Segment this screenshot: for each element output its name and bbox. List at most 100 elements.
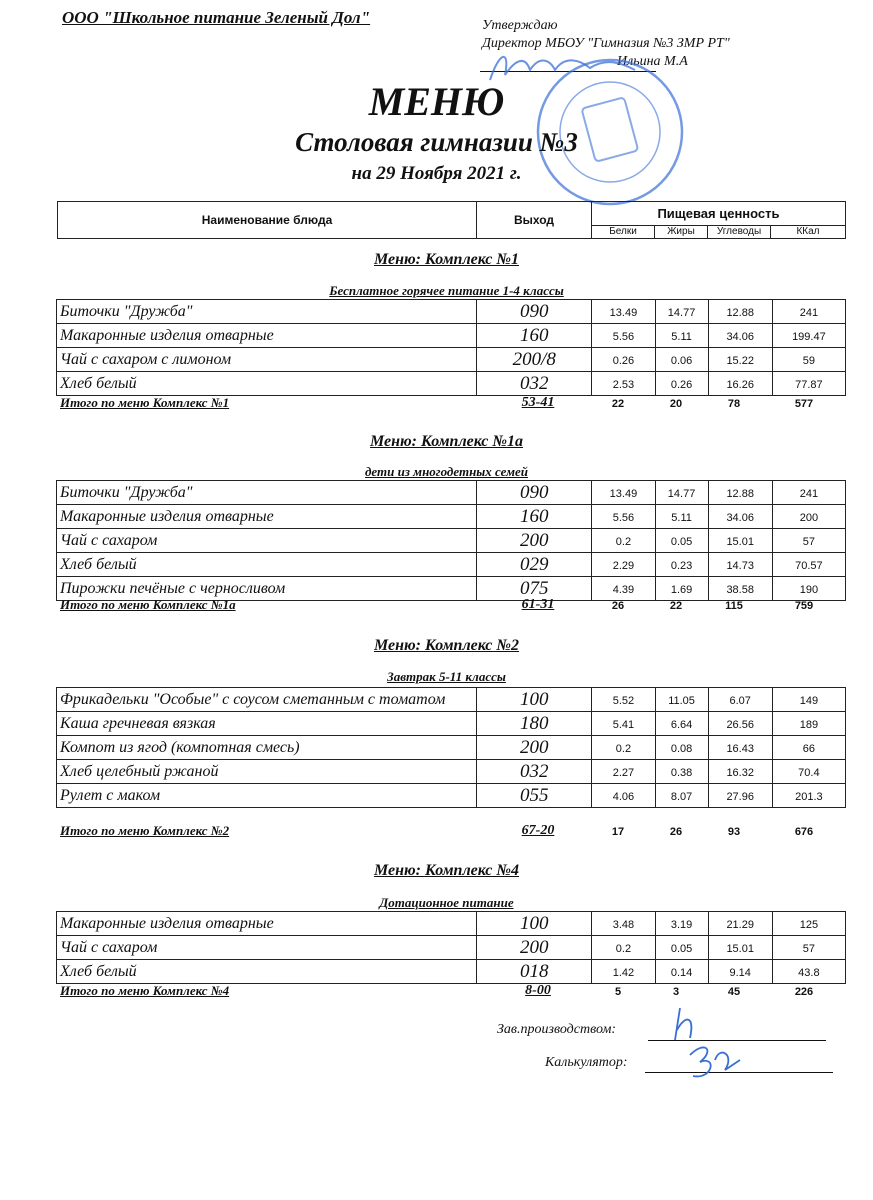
total-label: Итого по меню Комплекс №1 [60, 395, 230, 410]
section-subtitle: Бесплатное горячее питание 1-4 классы [329, 283, 564, 298]
dish-table: Биточки "Дружба" 090 13.49 14.77 12.88 241 Мак… [55, 299, 847, 396]
dish-name: Хлеб белый [55, 959, 478, 984]
section-title: Меню: Комплекс №1 [373, 251, 520, 268]
dish-output: 029 [476, 552, 593, 577]
table-row: Чай с сахаром 200 0.2 0.05 15.01 57 [55, 935, 847, 960]
table-row: Биточки "Дружба" 090 13.49 14.77 12.88 241 [55, 299, 847, 324]
column-nutrition: Пищевая ценность [591, 201, 846, 226]
carbs-value: 6.07 [707, 687, 773, 712]
page-subtitle: Столовая гимназии №3 [295, 127, 578, 157]
section-total: Итого по меню Комплекс №4 8-00 5 3 45 226 [56, 983, 846, 1001]
fat-value: 5.11 [654, 323, 709, 348]
section-subtitle: Дотационное питание [379, 895, 514, 910]
carbs-value: 12.88 [707, 480, 773, 505]
dish-name: Чай с сахаром [55, 528, 478, 553]
dish-output: 055 [476, 783, 593, 808]
dish-name: Фрикадельки "Особые" с соусом сметанным … [55, 687, 478, 712]
total-carbs: 78 [727, 398, 741, 410]
table-row: Хлеб белый 032 2.53 0.26 16.26 77.87 [55, 371, 847, 396]
total-carbs: 115 [725, 600, 743, 612]
column-name: Наименование блюда [57, 201, 477, 239]
total-price: 61-31 [521, 597, 555, 612]
total-carbs: 45 [727, 986, 741, 998]
protein-value: 0.2 [591, 935, 656, 960]
dish-output: 180 [476, 711, 593, 736]
fat-value: 6.64 [654, 711, 709, 736]
kcal-value: 199.47 [771, 323, 847, 348]
dish-output: 200 [476, 735, 593, 760]
table-row: Чай с сахаром с лимоном 200/8 0.26 0.06 15.2… [55, 347, 847, 372]
total-protein: 5 [614, 986, 622, 998]
column-kcal: ККал [770, 224, 846, 240]
dish-output: 160 [476, 504, 593, 529]
kcal-value: 125 [771, 911, 847, 936]
fat-value: 0.14 [654, 959, 709, 984]
dish-output: 200/8 [476, 347, 593, 372]
dish-name: Чай с сахаром [55, 935, 478, 960]
protein-value: 1.42 [591, 959, 656, 984]
fat-value: 0.05 [654, 528, 709, 553]
section-total: Итого по меню Комплекс №1 53-41 22 20 78 577 [56, 395, 846, 413]
protein-value: 3.48 [591, 911, 656, 936]
total-label: Итого по меню Комплекс №2 [60, 823, 230, 838]
total-label: Итого по меню Комплекс №4 [60, 983, 230, 998]
approve-label: Утверждаю [482, 18, 558, 33]
kcal-value: 70.57 [771, 552, 847, 577]
carbs-value: 16.43 [707, 735, 773, 760]
table-row: Макаронные изделия отварные 100 3.48 3.19 21… [55, 911, 847, 936]
section-total: Итого по меню Комплекс №2 67-20 17 26 93 676 [56, 823, 846, 841]
dish-name: Компот из ягод (компотная смесь) [55, 735, 478, 760]
total-kcal: 759 [794, 600, 814, 612]
total-price: 8-00 [525, 983, 551, 998]
dish-name: Рулет с маком [55, 783, 478, 808]
dish-name: Хлеб белый [55, 371, 478, 396]
dish-output: 032 [476, 371, 593, 396]
section-title: Меню: Комплекс №1а [369, 433, 524, 450]
dish-output: 018 [476, 959, 593, 984]
approver-position: Директор МБОУ "Гимназия №3 ЗМР РТ" [482, 36, 730, 51]
section-title: Меню: Комплекс №4 [373, 862, 520, 879]
kcal-value: 190 [771, 576, 847, 601]
dish-output: 100 [476, 687, 593, 712]
fat-value: 0.06 [654, 347, 709, 372]
table-row: Чай с сахаром 200 0.2 0.05 15.01 57 [55, 528, 847, 553]
production-head-label: Зав.производством: [497, 1022, 617, 1037]
section-total: Итого по меню Комплекс №1а 61-31 26 22 115 75… [56, 597, 846, 615]
fat-value: 14.77 [654, 480, 709, 505]
total-kcal: 676 [794, 826, 814, 838]
table-row: Макаронные изделия отварные 160 5.56 5.11 34… [55, 323, 847, 348]
protein-value: 5.56 [591, 323, 656, 348]
section-title: Меню: Комплекс №2 [373, 637, 520, 654]
total-kcal: 577 [794, 398, 814, 410]
protein-value: 0.26 [591, 347, 656, 372]
dish-table: Фрикадельки "Особые" с соусом сметанным … [55, 687, 847, 808]
kcal-value: 77.87 [771, 371, 847, 396]
table-row: Компот из ягод (компотная смесь) 200 0.2 0.… [55, 735, 847, 760]
protein-value: 2.53 [591, 371, 656, 396]
dish-output: 090 [476, 480, 593, 505]
column-protein: Белки [591, 224, 655, 240]
fat-value: 11.05 [654, 687, 709, 712]
total-price: 53-41 [521, 395, 555, 410]
table-row: Рулет с маком 055 4.06 8.07 27.96 201.3 [55, 783, 847, 808]
kcal-value: 43.8 [771, 959, 847, 984]
dish-name: Хлеб белый [55, 552, 478, 577]
dish-output: 200 [476, 935, 593, 960]
protein-value: 5.52 [591, 687, 656, 712]
total-fat: 3 [672, 986, 680, 998]
table-row: Биточки "Дружба" 090 13.49 14.77 12.88 241 [55, 480, 847, 505]
dish-name: Хлеб целебный ржаной [55, 759, 478, 784]
kcal-value: 59 [771, 347, 847, 372]
total-fat: 26 [669, 826, 683, 838]
kcal-value: 70.4 [771, 759, 847, 784]
kcal-value: 201.3 [771, 783, 847, 808]
fat-value: 1.69 [654, 576, 709, 601]
kcal-value: 241 [771, 480, 847, 505]
fat-value: 0.08 [654, 735, 709, 760]
carbs-value: 14.73 [707, 552, 773, 577]
column-fat: Жиры [654, 224, 708, 240]
protein-value: 5.56 [591, 504, 656, 529]
column-output: Выход [476, 201, 592, 239]
section-subtitle: дети из многодетных семей [364, 464, 529, 479]
protein-value: 2.29 [591, 552, 656, 577]
